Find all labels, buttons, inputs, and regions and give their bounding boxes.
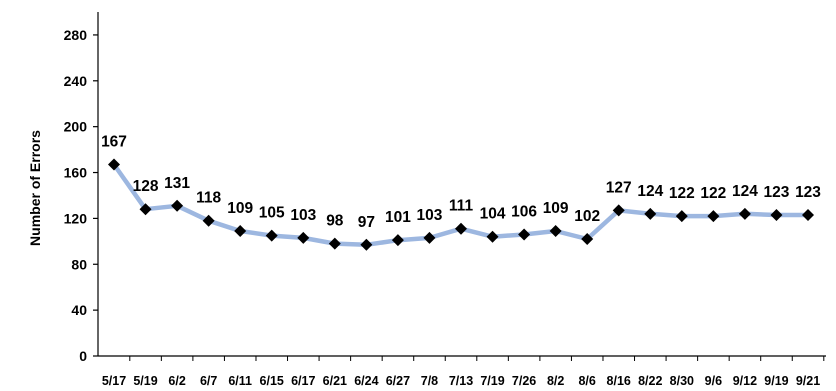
- data-label: 106: [511, 203, 537, 220]
- x-tick-label: 9/12: [733, 374, 757, 388]
- data-label: 118: [196, 190, 221, 207]
- data-point-marker: [139, 203, 152, 216]
- y-tick-label: 80: [71, 256, 87, 272]
- data-label: 103: [417, 207, 443, 224]
- y-axis-label: Number of Errors: [27, 130, 43, 246]
- y-tick-label: 160: [64, 165, 88, 181]
- data-point-marker: [265, 229, 278, 242]
- data-point-marker: [455, 222, 467, 235]
- x-tick-label: 8/22: [638, 374, 662, 388]
- data-label: 127: [606, 179, 632, 196]
- data-label: 104: [480, 206, 506, 223]
- data-label: 109: [227, 200, 253, 217]
- y-tick-label: 280: [64, 27, 88, 43]
- data-label: 131: [164, 175, 190, 192]
- x-tick-label: 6/7: [200, 374, 217, 388]
- data-label: 122: [700, 185, 726, 202]
- data-label: 97: [358, 214, 375, 231]
- data-point-marker: [234, 225, 247, 238]
- x-tick-label: 9/21: [796, 374, 820, 388]
- data-point-marker: [738, 207, 751, 220]
- data-label: 122: [669, 185, 695, 202]
- x-tick-label: 7/13: [449, 374, 473, 388]
- data-label: 128: [133, 178, 159, 195]
- data-label: 167: [101, 134, 127, 151]
- x-tick-label: 6/21: [323, 374, 347, 388]
- data-point-marker: [518, 228, 531, 241]
- data-point-marker: [770, 208, 783, 221]
- data-point-marker: [675, 210, 688, 223]
- x-tick-label: 5/19: [133, 374, 157, 388]
- data-point-marker: [171, 199, 184, 212]
- data-point-marker: [707, 210, 720, 223]
- y-tick-label: 0: [79, 348, 87, 364]
- data-label: 123: [795, 184, 821, 201]
- x-tick-label: 9/6: [705, 374, 722, 388]
- x-tick-label: 7/19: [480, 374, 504, 388]
- y-tick-label: 240: [64, 73, 88, 89]
- data-label: 102: [574, 208, 600, 225]
- x-tick-label: 6/2: [168, 374, 185, 388]
- data-label: 98: [326, 213, 344, 230]
- data-point-marker: [202, 214, 215, 227]
- data-label: 123: [764, 184, 790, 201]
- data-point-marker: [423, 231, 436, 244]
- x-tick-label: 7/8: [421, 374, 438, 388]
- data-point-marker: [612, 204, 625, 217]
- data-point-marker: [360, 238, 373, 251]
- x-tick-label: 5/17: [102, 374, 126, 388]
- data-point-marker: [581, 233, 594, 246]
- y-tick-label: 40: [71, 302, 87, 318]
- x-tick-label: 8/30: [670, 374, 694, 388]
- y-tick-label: 200: [64, 119, 88, 135]
- data-label: 124: [637, 183, 663, 200]
- x-axis: 5/17 5/19 6/2 6/7 6/11 6/15 6/17 6/21 6/24 6/27 7/…: [98, 355, 826, 388]
- x-tick-label: 6/27: [386, 374, 410, 388]
- x-tick-label: 6/17: [291, 374, 315, 388]
- data-point-marker: [328, 237, 341, 250]
- data-point-marker: [108, 158, 120, 171]
- series-errors: [108, 158, 814, 251]
- x-tick-label: 8/16: [607, 374, 631, 388]
- x-tick-label: 6/11: [228, 374, 252, 388]
- data-point-marker: [391, 234, 404, 247]
- x-tick-label: 6/24: [354, 374, 378, 388]
- x-tick-label: 7/26: [512, 374, 536, 388]
- data-point-marker: [486, 230, 499, 243]
- y-axis: 0 40 80 120 160 200 240 280: [64, 12, 99, 364]
- data-point-marker: [644, 207, 657, 220]
- data-point-marker: [802, 208, 814, 221]
- x-tick-label: 8/6: [578, 374, 595, 388]
- x-tick-label: 9/19: [764, 374, 788, 388]
- data-point-marker: [297, 231, 310, 244]
- data-label: 103: [290, 207, 316, 224]
- data-label: 101: [385, 209, 411, 226]
- data-label: 111: [449, 198, 474, 215]
- data-labels: 167 128 131 118 109 105 103 98 97 101 103 111 104 106…: [101, 134, 821, 231]
- data-point-marker: [549, 225, 562, 238]
- x-tick-label: 8/2: [547, 374, 564, 388]
- data-label: 124: [732, 183, 758, 200]
- data-label: 109: [543, 200, 569, 217]
- x-tick-label: 6/15: [260, 374, 284, 388]
- data-label: 105: [259, 205, 285, 222]
- y-tick-label: 120: [64, 210, 88, 226]
